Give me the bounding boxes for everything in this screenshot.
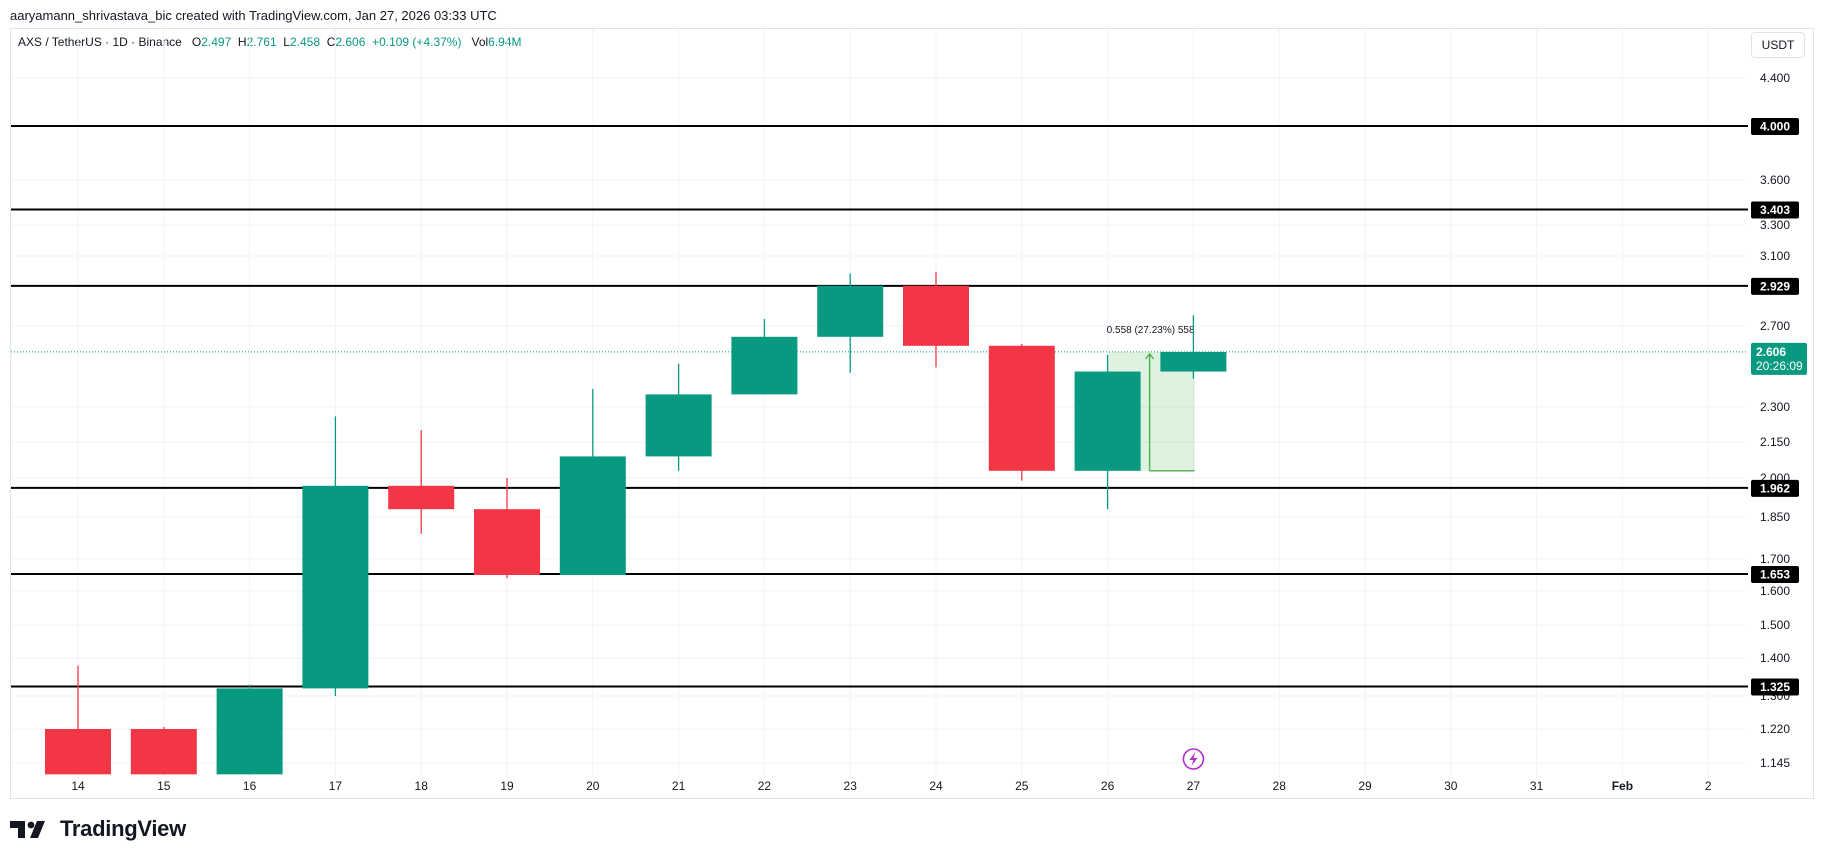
legend-high-label: H xyxy=(237,35,247,49)
legend-close: 2.606 xyxy=(335,35,366,49)
legend-open: 2.497 xyxy=(201,35,232,49)
legend-close-label: C xyxy=(326,35,336,49)
symbol-legend: AXS / TetherUS · 1D · Binance O2.497 H2.… xyxy=(18,35,522,49)
legend-vol-label: Vol xyxy=(471,35,489,49)
legend-low: 2.458 xyxy=(289,35,321,49)
brand-name: TradingView xyxy=(60,816,186,841)
chart-credit: aaryamann_shrivastava_bic created with T… xyxy=(10,8,497,23)
legend-symbol[interactable]: AXS / TetherUS · 1D · Binance xyxy=(18,35,182,49)
legend-low-label: L xyxy=(283,35,290,49)
currency-button[interactable]: USDT xyxy=(1751,32,1805,58)
legend-open-label: O xyxy=(191,35,202,49)
tradingview-logo-icon xyxy=(10,821,45,838)
legend-high: 2.761 xyxy=(246,35,277,49)
brand: TradingView xyxy=(10,816,186,842)
legend-vol: 6.94M xyxy=(488,35,522,49)
legend-change: +0.109 (+4.37%) xyxy=(372,35,462,49)
chart-frame xyxy=(10,28,1814,799)
